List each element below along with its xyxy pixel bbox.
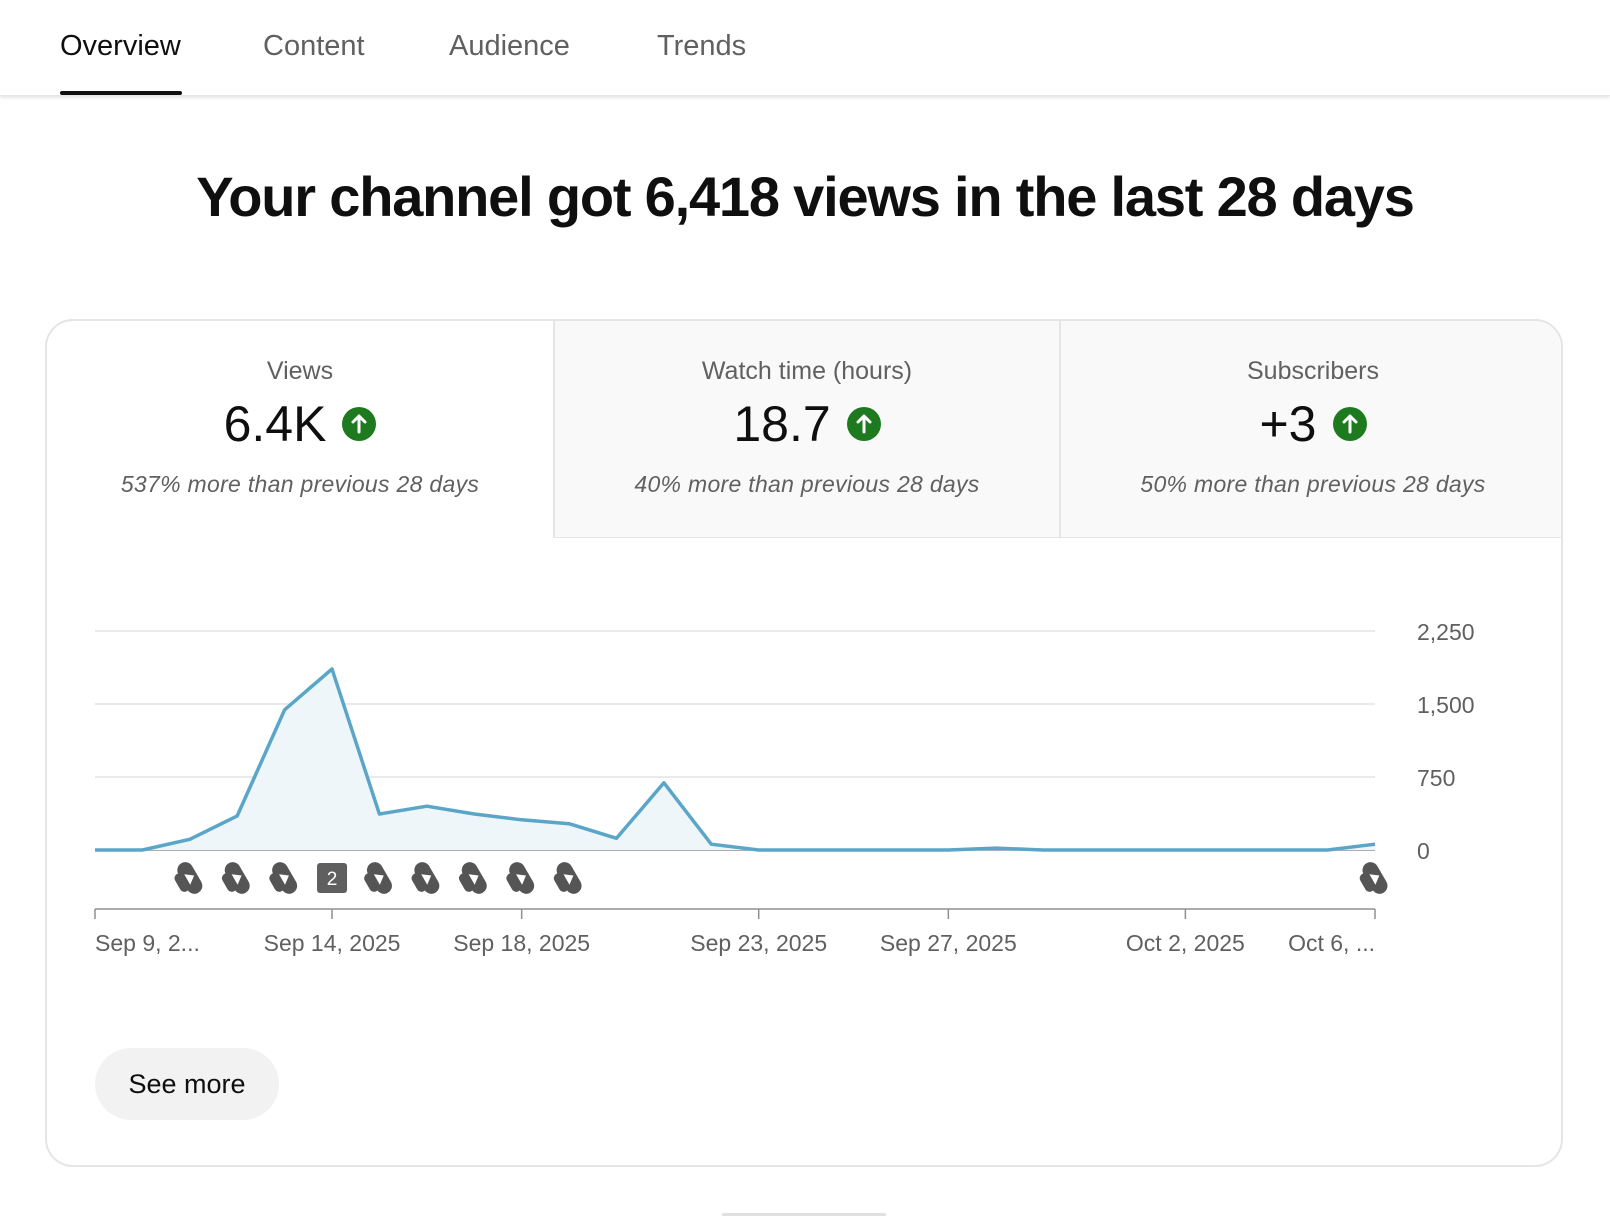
x-tick-label: Sep 18, 2025: [453, 930, 590, 956]
x-tick-label: Sep 9, 2...: [95, 930, 200, 956]
x-tick-label: Sep 23, 2025: [690, 930, 827, 956]
see-more-button[interactable]: See more: [95, 1048, 279, 1120]
metric-value: 18.7: [733, 396, 831, 452]
metric-tab-views[interactable]: Views 6.4K 537% more than previous 28 da…: [47, 321, 553, 538]
metric-comparison: 40% more than previous 28 days: [634, 471, 980, 497]
tab-content[interactable]: Content: [263, 30, 365, 62]
metric-comparison: 50% more than previous 28 days: [1140, 471, 1486, 497]
active-tab-indicator: [60, 91, 182, 95]
views-area: [95, 669, 1375, 850]
x-tick-label: Sep 27, 2025: [880, 930, 1017, 956]
views-chart: 2,250 1,500 750 0 Sep 9, 2... Sep 14, 2025 Sep…: [94, 619, 1475, 956]
y-tick-label: 1,500: [1417, 692, 1475, 718]
tab-bar: Overview Content Audience Trends: [0, 0, 1610, 96]
shorts-icon: [364, 862, 392, 894]
x-tick-label: Oct 6, ...: [1288, 930, 1375, 956]
y-tick-label: 2,250: [1417, 619, 1475, 645]
x-tick-label: Sep 14, 2025: [264, 930, 401, 956]
views-line: [95, 667, 1376, 852]
y-tick-label: 750: [1417, 765, 1455, 791]
metric-value: 6.4K: [223, 396, 327, 452]
shorts-icon: [506, 862, 535, 894]
metric-value: +3: [1259, 396, 1317, 452]
metric-tab-watch-time[interactable]: Watch time (hours) 18.7 40% more than pr…: [553, 321, 1059, 538]
arrow-up-icon: [342, 407, 377, 441]
metric-title: Watch time (hours): [701, 357, 913, 385]
upload-count-label: 2: [327, 869, 338, 890]
shorts-icon: [458, 862, 487, 894]
shorts-icon: [1359, 862, 1388, 894]
bottom-divider: [722, 1213, 886, 1216]
metric-tab-subscribers[interactable]: Subscribers +3 50% more than previous 28…: [1059, 321, 1561, 538]
x-tick-label: Oct 2, 2025: [1126, 930, 1245, 956]
metric-title: Subscribers: [1247, 357, 1379, 385]
metric-title: Views: [266, 357, 334, 385]
shorts-icon: [174, 862, 203, 894]
shorts-icon: [221, 862, 250, 894]
tab-overview[interactable]: Overview: [60, 30, 181, 62]
arrow-up-icon: [846, 407, 881, 441]
upload-count-badge: [317, 863, 348, 893]
shorts-icon: [269, 862, 298, 894]
arrow-up-icon: [1332, 407, 1367, 441]
shorts-icon: [553, 862, 582, 894]
page-headline: Your channel got 6,418 views in the last…: [196, 165, 1415, 228]
tab-trends[interactable]: Trends: [657, 30, 747, 62]
shorts-icon: [411, 862, 440, 894]
y-tick-label: 0: [1417, 838, 1430, 864]
metric-comparison: 537% more than previous 28 days: [120, 471, 480, 497]
overview-card: Views 6.4K 537% more than previous 28 da…: [45, 319, 1563, 1167]
tab-audience[interactable]: Audience: [449, 30, 570, 62]
